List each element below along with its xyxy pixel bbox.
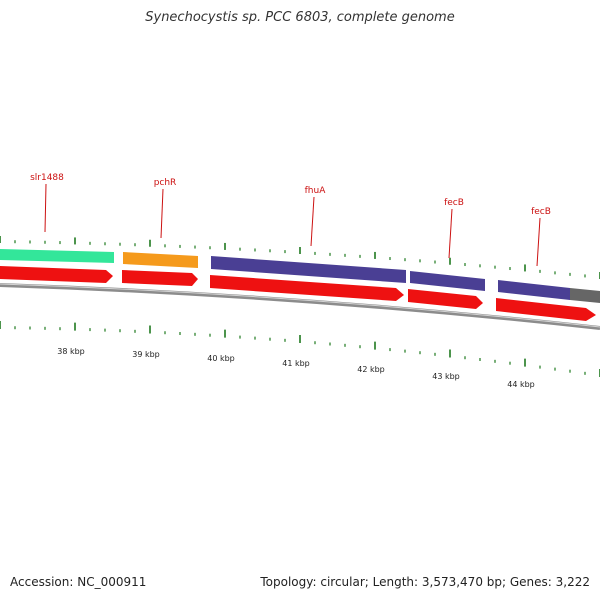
gene-label-fecB-2[interactable]: fecB (531, 207, 551, 217)
leader-line (44, 183, 47, 233)
cds-arrow[interactable] (496, 298, 596, 321)
gene-labels: slr1488 pchR fhuA fecB fecB (30, 173, 551, 267)
gene-bar-fecB-2[interactable] (498, 280, 570, 300)
cds-arrows (0, 266, 596, 321)
gene-bar-tail[interactable] (570, 288, 600, 303)
kbp-label: 44 kbp (507, 380, 535, 389)
cds-arrow[interactable] (210, 275, 404, 301)
kbp-label: 41 kbp (282, 359, 310, 368)
gene-bar-fecB-1[interactable] (410, 271, 485, 291)
gene-bar-slr1488[interactable] (0, 249, 114, 263)
gene-label-pchR[interactable]: pchR (154, 178, 177, 188)
leader-line (536, 217, 541, 267)
topology-summary-text: Topology: circular; Length: 3,573,470 bp… (260, 575, 590, 589)
kbp-label: 42 kbp (357, 365, 385, 374)
cds-arrow[interactable] (122, 270, 198, 286)
leader-line (448, 208, 453, 259)
inner-tick-marks (0, 321, 600, 377)
gene-bar-fhuA[interactable] (211, 256, 406, 283)
leader-line (160, 188, 164, 239)
leader-line (310, 196, 315, 247)
gene-bar-pchR[interactable] (123, 252, 198, 268)
kbp-label: 43 kbp (432, 372, 460, 381)
outer-tick-marks (0, 236, 600, 279)
genome-backbone (0, 283, 600, 330)
gene-features (0, 249, 600, 303)
kbp-label: 40 kbp (207, 354, 235, 363)
gene-label-slr1488[interactable]: slr1488 (30, 173, 64, 183)
cds-arrow[interactable] (0, 266, 113, 283)
map-title: Synechocystis sp. PCC 6803, complete gen… (145, 10, 455, 25)
kbp-scale-labels: 38 kbp 39 kbp 40 kbp 41 kbp 42 kbp 43 kb… (57, 347, 535, 389)
gene-label-fecB-1[interactable]: fecB (444, 198, 464, 208)
genome-backbone-highlight (0, 283, 600, 328)
kbp-label: 39 kbp (132, 350, 160, 359)
gene-label-fhuA[interactable]: fhuA (305, 186, 327, 196)
accession-text: Accession: NC_000911 (10, 575, 147, 589)
kbp-label: 38 kbp (57, 347, 85, 356)
cds-arrow[interactable] (408, 289, 483, 309)
